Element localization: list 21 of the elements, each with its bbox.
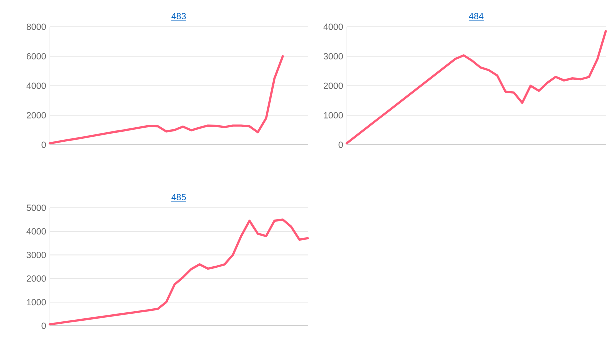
chart-title: 484 bbox=[469, 13, 484, 20]
y-tick-label: 6000 bbox=[26, 53, 46, 60]
y-tick-label: 0 bbox=[42, 142, 46, 148]
y-tick-label: 1000 bbox=[324, 112, 344, 119]
y-tick-label: 3000 bbox=[324, 53, 344, 60]
line-series bbox=[48, 55, 284, 145]
y-tick-label: 4000 bbox=[26, 228, 46, 235]
y-tick-label: 2000 bbox=[324, 82, 344, 90]
y-tick-label: 4000 bbox=[26, 82, 46, 90]
y-tick-label: 8000 bbox=[26, 24, 46, 30]
y-tick-label: 3000 bbox=[26, 252, 46, 258]
y-tick-label: 4000 bbox=[324, 24, 344, 30]
y-tick-label: 2000 bbox=[26, 276, 46, 282]
y-tick-label: 0 bbox=[338, 142, 344, 148]
y-tick-label: 2000 bbox=[26, 112, 46, 119]
y-tick-label: 0 bbox=[42, 322, 46, 330]
chart-title: 483 bbox=[172, 13, 186, 20]
chart-title: 485 bbox=[172, 194, 186, 201]
line-series bbox=[346, 30, 608, 145]
y-tick-label: 1000 bbox=[27, 299, 46, 306]
y-tick-label: 5000 bbox=[26, 204, 46, 212]
